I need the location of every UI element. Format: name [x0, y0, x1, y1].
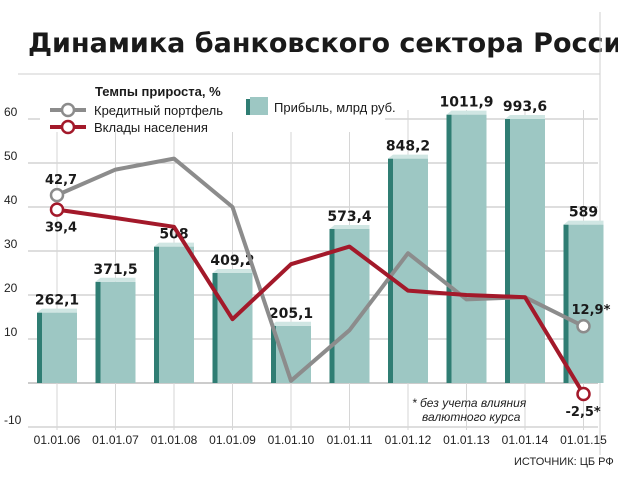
point-label-deposit_last: -2,5* [566, 405, 601, 420]
bar-front [42, 312, 77, 383]
bar-value-label: 371,5 [93, 262, 137, 278]
bar-2 [154, 242, 194, 383]
bar-top [563, 220, 604, 225]
bar-7 [446, 110, 487, 383]
bar-front [451, 114, 487, 383]
series-1-point-9 [576, 386, 591, 402]
bar-side [212, 273, 218, 383]
bar-value-label: 262,1 [35, 293, 79, 309]
bar-side [95, 281, 101, 383]
series-line-0 [55, 156, 586, 383]
point-labels: 42,7 39,4 12,9* -2,5* [45, 173, 611, 420]
bar-4 [271, 321, 311, 383]
bar-value-label: 848,2 [386, 139, 430, 155]
x-tick-label: 01.01.11 [327, 433, 373, 447]
bar-top [95, 277, 136, 282]
bar-front [510, 119, 545, 383]
legend: Темпы прироста, % Кредитный портфель Вкл… [40, 80, 396, 135]
bar-side [563, 224, 569, 383]
bar-value-label: 409,2 [210, 253, 254, 269]
bar-top [212, 269, 253, 273]
series-0-point-9 [576, 318, 591, 334]
series-1-point-0 [49, 202, 65, 217]
bar-front [100, 281, 136, 383]
bar-front [217, 273, 253, 383]
bar-9 [563, 220, 604, 383]
chart-title: Динамика банковского сектора России [28, 28, 618, 59]
bars [37, 110, 604, 383]
y-tick-label: 30 [4, 237, 18, 251]
bar-side [154, 246, 159, 383]
x-tick-label: 01.01.07 [92, 433, 139, 447]
footnote-line-2: валютного курса [422, 410, 521, 424]
x-tick-label: 01.01.09 [209, 433, 256, 447]
legend-credit-marker [60, 102, 76, 118]
point-label-deposit_first: 39,4 [45, 221, 77, 236]
bar-top [37, 308, 77, 313]
bar-3 [212, 269, 253, 383]
bar-value-label: 205,1 [269, 306, 313, 322]
bar-8 [505, 115, 545, 383]
bar-5 [329, 225, 370, 383]
lines [49, 156, 591, 402]
footnote-line-1: * без учета влияния [412, 396, 527, 410]
y-tick-label: 20 [4, 281, 18, 295]
y-tick-label: -10 [4, 413, 22, 427]
bar-top [446, 110, 487, 115]
bar-6 [388, 154, 428, 383]
bar-1 [95, 277, 136, 383]
bar-front [393, 158, 428, 383]
x-tick-label: 01.01.14 [502, 433, 549, 447]
y-tick-label: 60 [4, 105, 18, 119]
series-line-1 [55, 207, 586, 396]
legend-profit: Прибыль, млрд руб. [246, 97, 396, 115]
bar-top [505, 115, 545, 119]
legend-deposit-label: Вклады населения [94, 120, 208, 135]
bar-side [446, 114, 452, 383]
bar-side [388, 158, 393, 383]
bar-side [505, 119, 510, 383]
y-tick-label: 50 [4, 149, 18, 163]
bar-top [271, 321, 311, 326]
x-tick-labels: 01.01.06 01.01.07 01.01.08 01.01.09 01.01.10… [34, 433, 608, 447]
legend-profit-label: Прибыль, млрд руб. [274, 100, 396, 115]
point-label-credit_first: 42,7 [45, 173, 77, 188]
legend-deposit-marker [60, 119, 76, 135]
bar-0 [37, 308, 77, 383]
bar-side [329, 229, 335, 383]
x-tick-label: 01.01.06 [34, 433, 81, 447]
bar-value-label: 1011,9 [439, 95, 493, 111]
x-tick-label: 01.01.10 [268, 433, 315, 447]
bar-value-label: 993,6 [503, 99, 547, 115]
legend-deposit: Вклады населения [50, 119, 208, 135]
x-tick-label: 01.01.08 [151, 433, 198, 447]
y-tick-labels: -10 10 20 30 40 50 60 [4, 105, 22, 427]
bar-value-label: 573,4 [327, 209, 372, 225]
bar-top [388, 154, 428, 159]
legend-credit-label: Кредитный портфель [94, 103, 223, 118]
bar-value-label: 589 [569, 205, 598, 221]
bar-front [334, 229, 370, 383]
y-tick-label: 10 [4, 325, 18, 339]
source-text: ИСТОЧНИК: ЦБ РФ [514, 456, 614, 468]
x-tick-label: 01.01.13 [443, 433, 490, 447]
bar-front [159, 246, 194, 383]
legend-credit: Кредитный портфель [50, 102, 223, 118]
bar-side [37, 312, 42, 383]
y-tick-label: 40 [4, 193, 18, 207]
bar-side [271, 325, 276, 383]
bar-front [568, 224, 604, 383]
x-tick-label: 01.01.15 [560, 433, 607, 447]
legend-title: Темпы прироста, % [95, 84, 221, 99]
point-label-credit_last: 12,9* [572, 303, 611, 318]
legend-box [40, 80, 385, 132]
legend-profit-swatch [250, 97, 268, 115]
legend-profit-side [246, 99, 250, 115]
bar-top [329, 225, 370, 229]
series-0-point-0 [49, 187, 65, 203]
x-tick-label: 01.01.12 [385, 433, 432, 447]
